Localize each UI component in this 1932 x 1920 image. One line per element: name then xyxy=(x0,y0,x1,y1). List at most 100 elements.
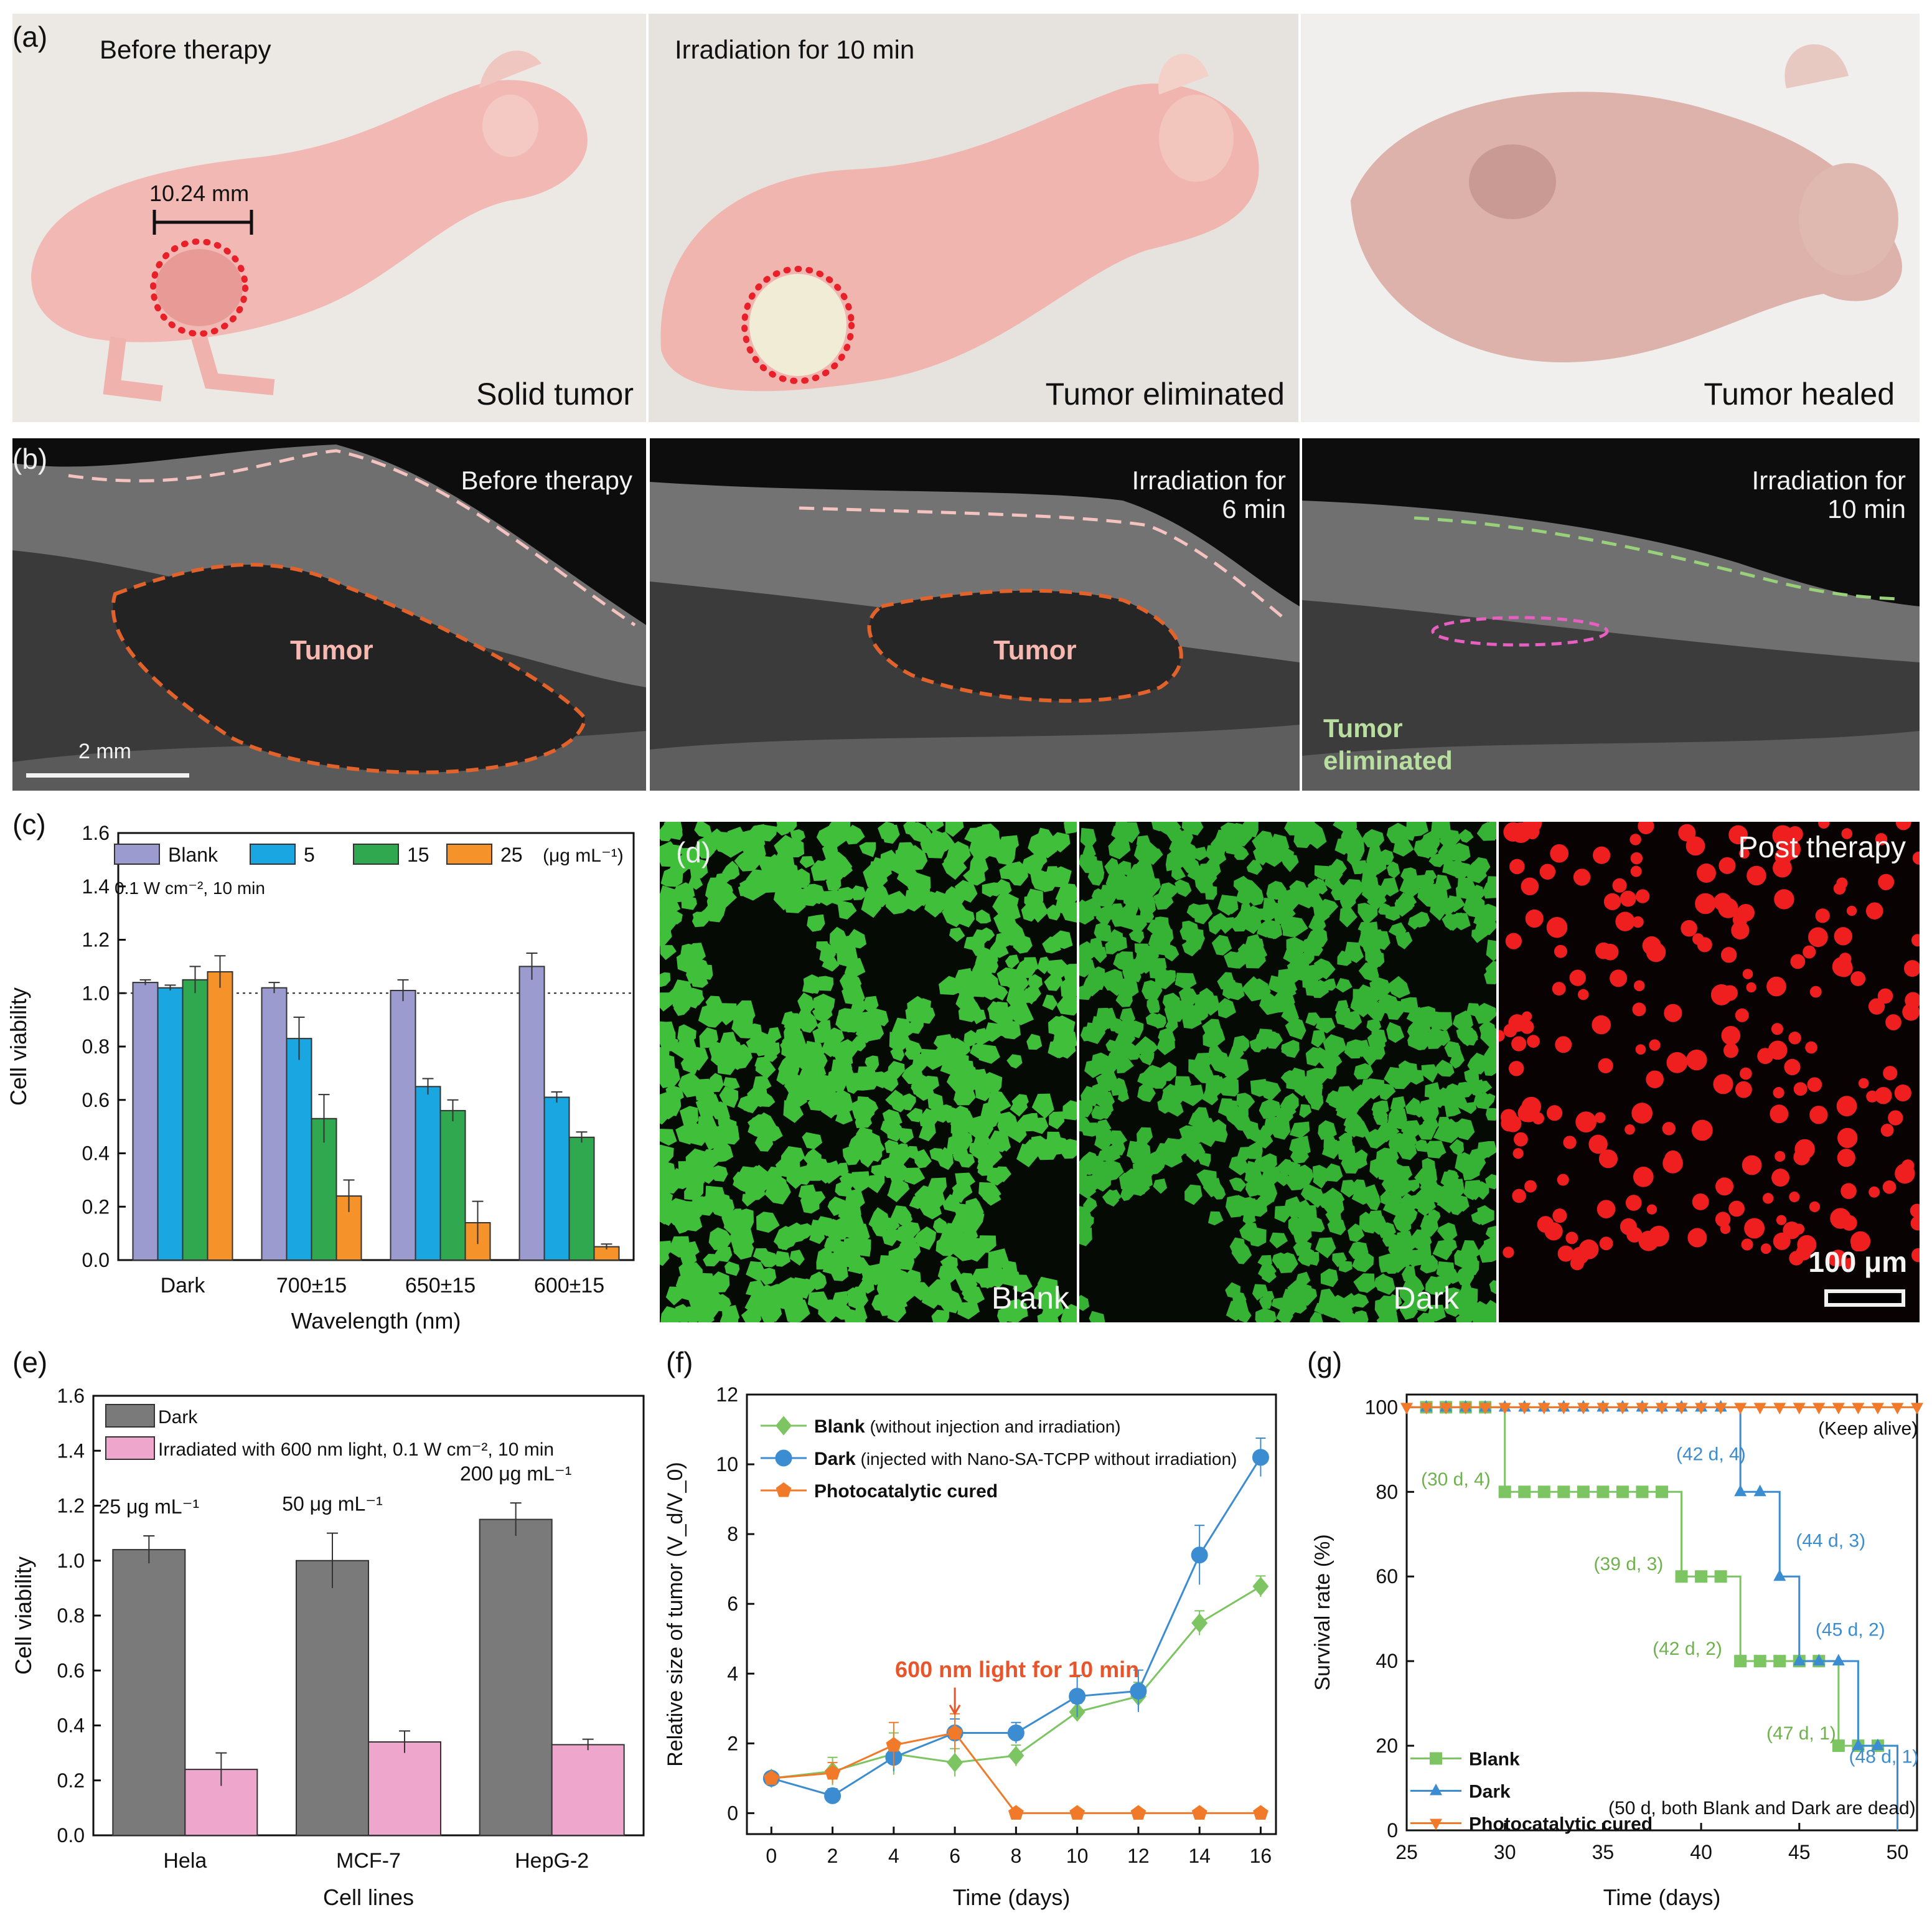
chart-e: (e) Cell lines 0.0 0.2 0.4 0.6 0.8 1.0 1.2 1.4 1.6… xyxy=(11,1346,645,1910)
cell xyxy=(715,1246,733,1263)
cell xyxy=(853,1238,871,1257)
cell-nucleus xyxy=(1511,1036,1527,1052)
cell xyxy=(1000,1303,1028,1322)
cell xyxy=(1269,1232,1288,1249)
cell-nucleus xyxy=(1603,893,1621,911)
y-tick-label: 0.4 xyxy=(82,1142,110,1165)
cell xyxy=(1116,1018,1138,1037)
cell xyxy=(980,1100,1002,1126)
cell xyxy=(1289,1121,1310,1139)
cell xyxy=(680,847,700,870)
survival-marker xyxy=(1577,1403,1590,1414)
cell xyxy=(991,1166,1011,1182)
cell xyxy=(807,914,825,932)
legend-marker xyxy=(776,1416,792,1436)
y-tick-label: 100 xyxy=(1365,1396,1398,1418)
cell xyxy=(1123,1043,1140,1060)
cell-nucleus xyxy=(1512,1188,1526,1203)
cell xyxy=(1386,1022,1405,1043)
cell xyxy=(1262,1270,1277,1283)
cell xyxy=(694,822,712,839)
cell xyxy=(712,1142,734,1162)
cell-nucleus xyxy=(1512,1148,1524,1159)
tumor-size-label: 10.24 mm xyxy=(149,181,250,206)
legend-name: Blank xyxy=(814,1416,865,1437)
cell xyxy=(668,1198,687,1216)
y-tick-label: 0.6 xyxy=(82,1089,110,1111)
cell xyxy=(950,1114,973,1137)
cell xyxy=(804,1040,825,1063)
cell xyxy=(1212,1184,1226,1200)
data-point xyxy=(886,1737,902,1752)
cell xyxy=(963,1285,985,1306)
cell xyxy=(965,1237,988,1262)
cell xyxy=(929,1286,947,1306)
cell xyxy=(1434,874,1451,892)
cell xyxy=(1413,911,1430,928)
data-point xyxy=(1069,1688,1086,1705)
survival-marker xyxy=(1734,1655,1747,1668)
bar-blank xyxy=(518,966,545,1261)
cell xyxy=(699,1027,718,1048)
cell xyxy=(1115,951,1134,968)
cell xyxy=(919,1200,942,1220)
cell xyxy=(1136,892,1155,914)
chart-f: (f) Time (days) 0 2 4 6 8 10 12 14 16 0 2 4 6 8 10 12 Rela… xyxy=(664,1346,1277,1910)
cell xyxy=(978,927,995,941)
cell xyxy=(904,1167,926,1185)
cell xyxy=(929,1148,946,1162)
panel-label: (f) xyxy=(666,1346,693,1378)
survival-marker xyxy=(1773,1403,1786,1414)
cell-nucleus xyxy=(1875,833,1888,845)
cell xyxy=(1449,1139,1465,1156)
survival-marker xyxy=(1695,1403,1708,1414)
cell xyxy=(1422,842,1438,859)
cell xyxy=(1371,931,1390,950)
cell xyxy=(1265,921,1283,939)
legend-marker xyxy=(775,1449,792,1467)
cell xyxy=(828,822,851,834)
x-tick-label: 45 xyxy=(1788,1841,1811,1863)
cell xyxy=(746,869,772,894)
cell-nucleus xyxy=(1809,986,1822,998)
cell xyxy=(888,1162,908,1182)
cell xyxy=(1376,1312,1399,1322)
fluor-blank: (d) Blank xyxy=(660,822,1077,1322)
cell xyxy=(1398,1060,1416,1078)
cell xyxy=(1457,1152,1470,1167)
cell-nucleus xyxy=(1790,954,1806,969)
cell xyxy=(1423,870,1437,884)
cell xyxy=(767,869,789,890)
cell xyxy=(1107,934,1127,951)
cell-nucleus xyxy=(1760,1243,1771,1254)
cell xyxy=(664,822,683,835)
legend-label: Irradiated with 600 nm light, 0.1 W cm⁻²… xyxy=(158,1439,554,1460)
cell xyxy=(660,913,676,936)
cell xyxy=(850,885,867,900)
cell-nucleus xyxy=(1807,1077,1822,1092)
cell xyxy=(660,992,677,1012)
cell xyxy=(982,1188,1001,1206)
cell-nucleus xyxy=(1775,1151,1786,1162)
cell xyxy=(1454,1296,1473,1315)
cell-nucleus xyxy=(1595,942,1612,959)
cell-nucleus xyxy=(1793,1223,1805,1235)
cell xyxy=(1175,972,1197,990)
cell xyxy=(997,1111,1018,1133)
cell xyxy=(1081,1122,1100,1137)
cell xyxy=(859,842,876,857)
cell xyxy=(1197,1127,1212,1144)
cell xyxy=(995,931,1014,949)
cell xyxy=(1079,1207,1094,1231)
data-point xyxy=(1008,1805,1024,1820)
cell xyxy=(864,1145,883,1162)
x-tick-label: 40 xyxy=(1690,1841,1712,1863)
cell xyxy=(1244,1121,1259,1132)
cell-nucleus xyxy=(1877,988,1893,1004)
cell xyxy=(1224,951,1240,969)
cell xyxy=(1137,1083,1156,1103)
tumor-eliminated-line1: Tumor xyxy=(1323,713,1403,743)
cell xyxy=(889,1268,914,1294)
cell xyxy=(840,1217,856,1234)
cell xyxy=(1442,912,1459,931)
